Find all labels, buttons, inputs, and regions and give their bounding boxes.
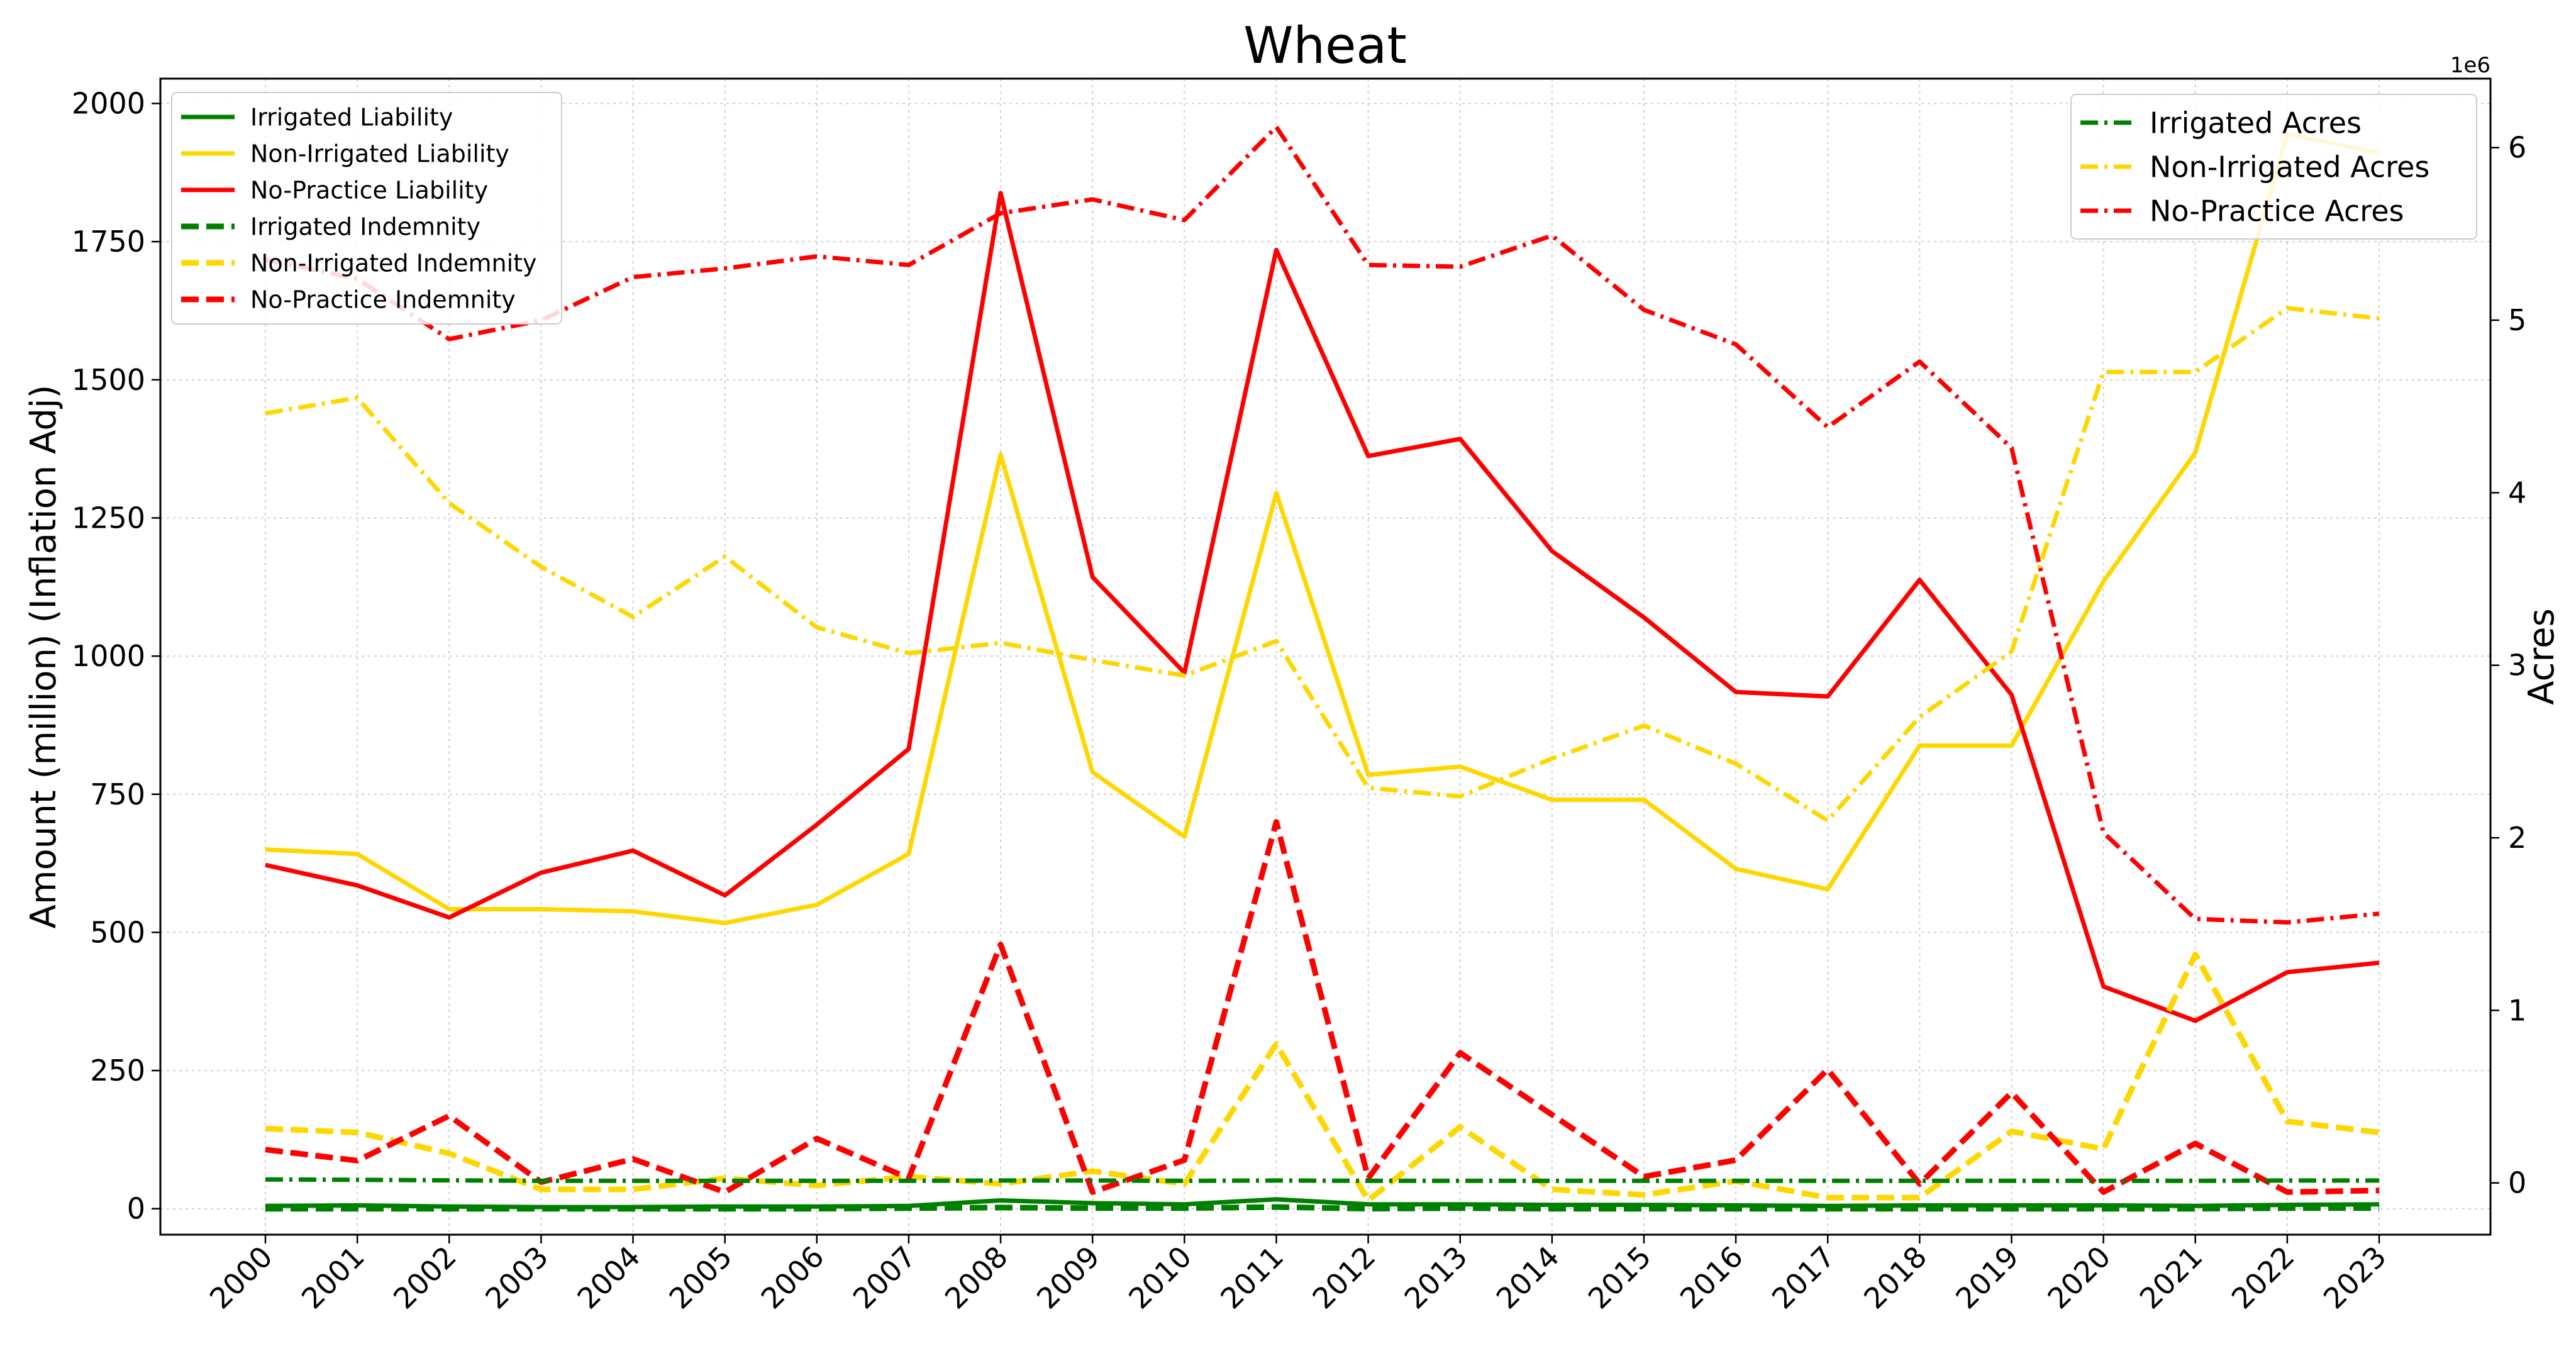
legend-right: Irrigated Acres Non-Irrigated Acres No-Pra… bbox=[2070, 94, 2477, 240]
y-tick-label: 1000 bbox=[72, 639, 145, 673]
chart-title: Wheat bbox=[1243, 16, 1406, 75]
legend-label: Irrigated Indemnity bbox=[250, 213, 480, 241]
y-tick-label: 0 bbox=[127, 1192, 145, 1226]
y2-tick-label: 6 bbox=[2508, 131, 2526, 165]
y2-axis-label: Acres bbox=[2521, 608, 2562, 705]
y-axis-right: 0 1 2 3 4 5 6 bbox=[2490, 131, 2526, 1200]
series-line-no-practice-indemnity bbox=[265, 819, 2380, 1195]
legend-label: No-Practice Indemnity bbox=[250, 286, 516, 314]
legend-box bbox=[2070, 94, 2477, 240]
y2-tick-label: 5 bbox=[2508, 303, 2526, 337]
y-tick-label: 1500 bbox=[72, 363, 145, 397]
y2-offset-text: 1e6 bbox=[2450, 53, 2490, 78]
y-tick-label: 2000 bbox=[72, 87, 145, 121]
series-lines bbox=[265, 125, 2380, 1212]
legend-label: Non-Irrigated Indemnity bbox=[250, 250, 537, 277]
series-line-no-practice-acres bbox=[265, 125, 2380, 925]
y2-tick-label: 0 bbox=[2508, 1166, 2526, 1200]
y2-tick-label: 1 bbox=[2508, 993, 2526, 1027]
y-tick-label: 750 bbox=[90, 777, 145, 811]
legend-label: Irrigated Acres bbox=[2150, 106, 2362, 140]
y-tick-label: 1750 bbox=[72, 225, 145, 259]
legend-label: No-Practice Liability bbox=[250, 177, 488, 204]
series-line-non-irrigated-acres bbox=[265, 306, 2380, 823]
legend-left: Irrigated Liability Non-Irrigated Liabili… bbox=[171, 92, 562, 325]
legend-label: Non-Irrigated Liability bbox=[250, 140, 509, 168]
legend-label: Irrigated Liability bbox=[250, 104, 453, 131]
series-line-irrigated-indemnity bbox=[265, 1204, 2379, 1212]
y-tick-label: 1250 bbox=[72, 501, 145, 535]
series-line-non-irrigated-indemnity bbox=[265, 952, 2380, 1203]
y-axis-left: 0 250 500 750 1000 1250 1500 1750 2000 bbox=[72, 87, 160, 1226]
y-tick-label: 250 bbox=[90, 1054, 145, 1087]
legend-label: Non-Irrigated Acres bbox=[2150, 150, 2429, 184]
y2-tick-label: 2 bbox=[2508, 821, 2526, 855]
y-tick-label: 500 bbox=[90, 915, 145, 949]
series-line-no-practice-liability bbox=[265, 191, 2380, 1023]
y2-tick-label: 3 bbox=[2508, 648, 2526, 682]
legend-box bbox=[171, 92, 562, 325]
legend-label: No-Practice Acres bbox=[2150, 194, 2404, 228]
y2-tick-label: 4 bbox=[2508, 476, 2526, 509]
y-axis-label: Amount (million) (Inflation Adj) bbox=[23, 385, 64, 929]
series-line-non-irrigated-liability bbox=[265, 131, 2380, 925]
